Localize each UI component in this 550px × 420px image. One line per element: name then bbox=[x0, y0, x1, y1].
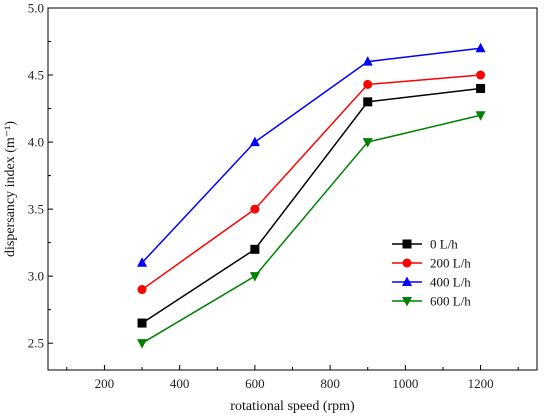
legend-label: 200 L/h bbox=[430, 256, 471, 271]
legend-item: 0 L/h bbox=[392, 237, 458, 252]
legend-item: 600 L/h bbox=[392, 294, 471, 309]
series-line bbox=[141, 114, 481, 344]
x-axis-title: rotational speed (rpm) bbox=[230, 399, 355, 414]
y-tick-label: 3.5 bbox=[28, 202, 44, 217]
data-point bbox=[137, 257, 148, 267]
legend: 0 L/h 200 L/h 400 L/h 600 L/h bbox=[392, 237, 471, 309]
x-tick-label: 800 bbox=[320, 376, 340, 391]
y-tick-label: 5.0 bbox=[28, 1, 44, 16]
legend-marker bbox=[402, 239, 412, 249]
series-2 bbox=[137, 42, 486, 267]
data-point bbox=[476, 70, 486, 80]
series-layer bbox=[137, 42, 486, 349]
legend-marker bbox=[402, 297, 412, 307]
data-point bbox=[249, 272, 260, 282]
legend-item: 200 L/h bbox=[392, 256, 471, 271]
x-axis-ticks: 200 400 600 800 1000 1200 bbox=[66, 365, 519, 391]
data-point bbox=[249, 136, 260, 147]
data-point bbox=[137, 285, 147, 295]
data-point bbox=[363, 97, 373, 107]
series-line bbox=[141, 47, 481, 264]
x-tick-label: 400 bbox=[170, 376, 190, 391]
y-tick-label: 3.0 bbox=[28, 269, 44, 284]
series-0 bbox=[137, 83, 486, 328]
series-1 bbox=[137, 70, 486, 295]
data-point bbox=[362, 56, 373, 66]
y-tick-label: 4.0 bbox=[28, 135, 44, 150]
x-tick-label: 600 bbox=[245, 376, 265, 391]
data-point bbox=[362, 138, 373, 148]
legend-marker bbox=[402, 258, 412, 268]
legend-item: 400 L/h bbox=[392, 275, 471, 290]
x-tick-label: 200 bbox=[95, 376, 115, 391]
series-line bbox=[141, 87, 481, 324]
data-point bbox=[475, 111, 486, 121]
y-tick-label: 2.5 bbox=[28, 336, 44, 351]
series-line bbox=[141, 74, 481, 291]
series-3 bbox=[137, 111, 486, 349]
y-axis-title: dispersancy index (m⁻¹) bbox=[3, 121, 18, 257]
data-point bbox=[250, 204, 260, 214]
data-point bbox=[250, 244, 260, 254]
x-tick-label: 1000 bbox=[392, 376, 418, 391]
data-point bbox=[363, 79, 373, 89]
y-tick-label: 4.5 bbox=[28, 68, 44, 83]
data-point bbox=[137, 318, 147, 328]
y-axis-ticks: 2.5 3.0 3.5 4.0 4.5 5.0 bbox=[28, 1, 53, 351]
plot-frame bbox=[47, 7, 538, 371]
legend-label: 0 L/h bbox=[430, 237, 458, 252]
legend-label: 600 L/h bbox=[430, 294, 471, 309]
data-point bbox=[476, 83, 486, 93]
data-point bbox=[137, 339, 148, 349]
legend-marker bbox=[402, 276, 412, 286]
legend-label: 400 L/h bbox=[430, 275, 471, 290]
x-tick-label: 1200 bbox=[468, 376, 494, 391]
data-point bbox=[475, 42, 486, 53]
